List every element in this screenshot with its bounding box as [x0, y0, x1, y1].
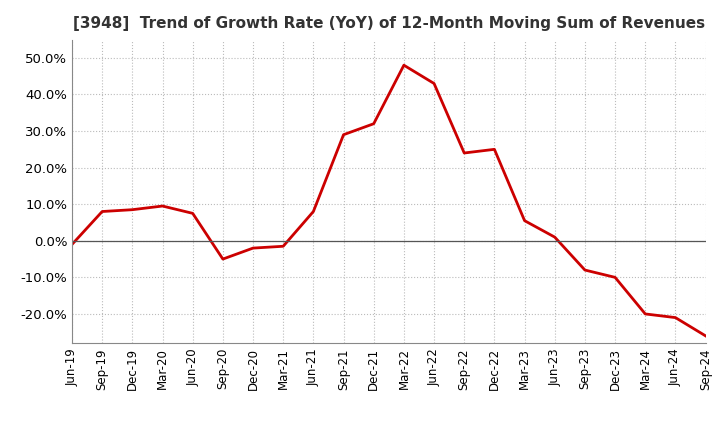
Title: [3948]  Trend of Growth Rate (YoY) of 12-Month Moving Sum of Revenues: [3948] Trend of Growth Rate (YoY) of 12-… — [73, 16, 705, 32]
